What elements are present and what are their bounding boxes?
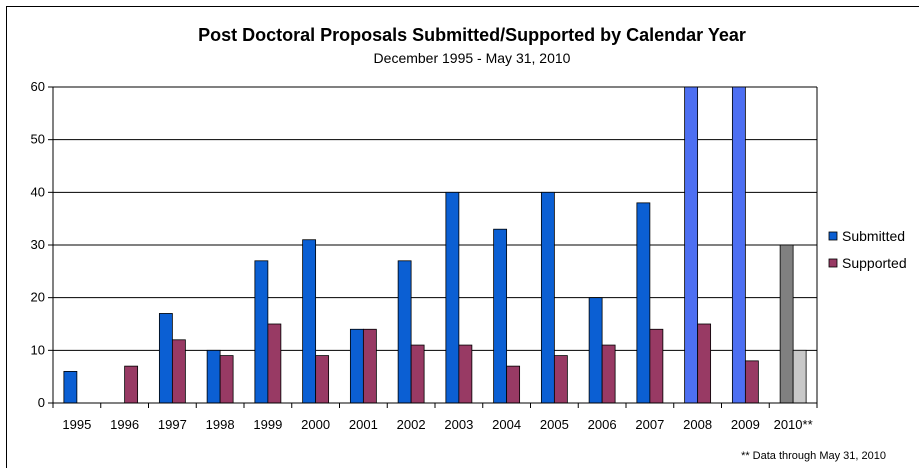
submitted-bar: [302, 239, 317, 404]
supported-bar: [458, 344, 473, 404]
supported-bar: [744, 360, 759, 404]
x-tick-label: 2010**: [774, 417, 813, 432]
x-tick-label: 1999: [253, 417, 282, 432]
x-tick-label: 2004: [492, 417, 521, 432]
submitted-bar: [493, 228, 508, 404]
x-tick-label: 2007: [635, 417, 664, 432]
y-tick-label: 50: [31, 132, 45, 147]
submitted-bar: [779, 244, 794, 404]
submitted-bar: [206, 349, 221, 404]
x-tick-label: 1998: [206, 417, 235, 432]
legend-submitted-swatch: [828, 231, 838, 241]
x-tick-label: 2003: [444, 417, 473, 432]
supported-bar: [792, 349, 807, 404]
supported-bar: [697, 323, 712, 404]
submitted-bar: [636, 202, 651, 404]
submitted-bar: [684, 86, 699, 404]
x-tick-label: 1997: [158, 417, 187, 432]
submitted-bar: [445, 191, 460, 404]
supported-bar: [506, 365, 521, 404]
supported-bar: [410, 344, 425, 404]
legend-supported-label: Supported: [842, 255, 907, 271]
submitted-bar: [731, 86, 746, 404]
x-tick-label: 2002: [397, 417, 426, 432]
x-tick-label: 1995: [62, 417, 91, 432]
submitted-bar: [63, 370, 78, 404]
supported-bar: [315, 355, 330, 404]
gridlines: [53, 86, 817, 351]
submitted-bar: [397, 260, 412, 404]
y-tick-label: 60: [31, 79, 45, 94]
axes: 0 10 20 30 40 50 60 1995 1996 1997 1998 1999 2000 200…: [31, 79, 818, 432]
x-tick-label: 2005: [540, 417, 569, 432]
supported-bar: [219, 355, 234, 404]
x-tick-label: 1996: [110, 417, 139, 432]
x-tick-label: 2000: [301, 417, 330, 432]
x-tick-label: 2009: [731, 417, 760, 432]
submitted-bar: [588, 297, 603, 404]
legend-supported-swatch: [828, 258, 838, 268]
chart-title: Post Doctoral Proposals Submitted/Suppor…: [198, 25, 746, 45]
y-tick-label: 20: [31, 290, 45, 305]
submitted-bar: [158, 313, 173, 404]
supported-bar: [601, 344, 616, 404]
submitted-bar: [540, 191, 555, 404]
bars: [63, 86, 807, 404]
y-tick-label: 30: [31, 237, 45, 252]
legend: Submitted Supported: [828, 228, 907, 271]
chart-subtitle: December 1995 - May 31, 2010: [374, 50, 571, 66]
supported-bar: [362, 328, 377, 404]
x-tick-label: 2001: [349, 417, 378, 432]
x-tick-label: 2008: [683, 417, 712, 432]
y-tick-label: 0: [38, 395, 45, 410]
submitted-bar: [349, 328, 364, 404]
legend-submitted-label: Submitted: [842, 228, 905, 244]
y-tick-label: 40: [31, 184, 45, 199]
supported-bar: [124, 365, 139, 404]
supported-bar: [267, 323, 282, 404]
submitted-bar: [254, 260, 269, 404]
supported-bar: [649, 328, 664, 404]
supported-bar: [171, 339, 186, 404]
supported-bar: [553, 355, 568, 404]
x-tick-label: 2006: [588, 417, 617, 432]
y-tick-label: 10: [31, 342, 45, 357]
footnote: ** Data through May 31, 2010: [741, 450, 886, 462]
